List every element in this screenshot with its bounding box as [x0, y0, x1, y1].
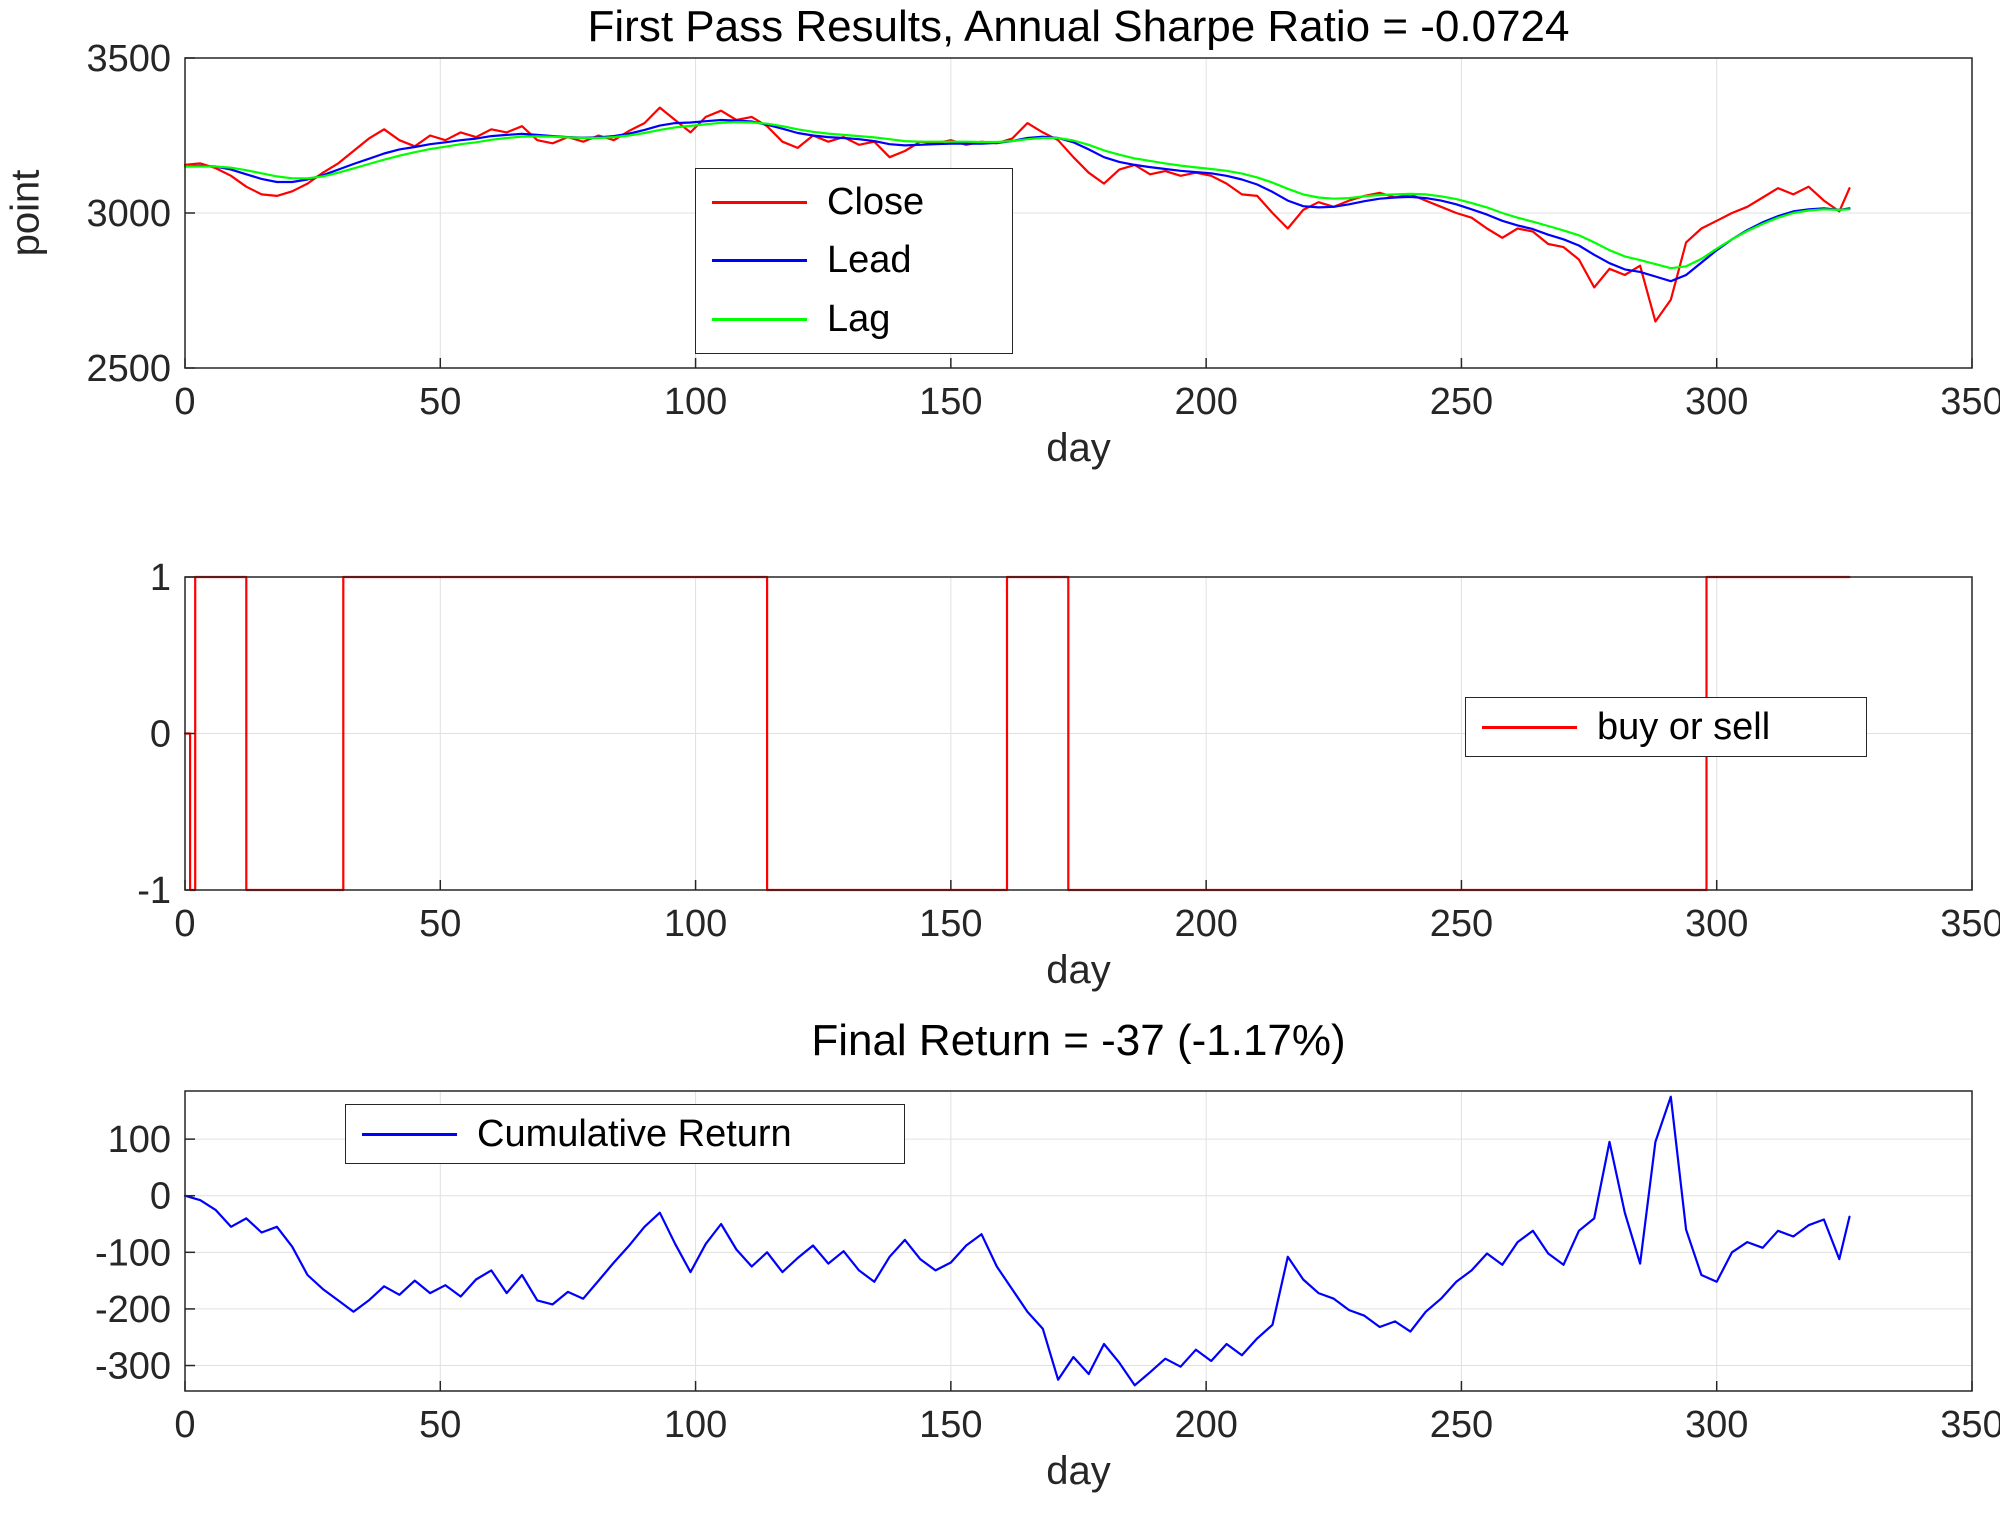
price-title: First Pass Results, Annual Sharpe Ratio … [587, 2, 1570, 51]
svg-text:0: 0 [174, 381, 195, 423]
lag-line-swatch [712, 318, 807, 322]
svg-text:0: 0 [150, 714, 171, 756]
svg-text:2500: 2500 [86, 348, 171, 390]
signal-xlabel: day [1046, 948, 1111, 992]
svg-text:350: 350 [1940, 381, 2000, 423]
legend-entry-lead: Lead [712, 239, 996, 282]
svg-text:0: 0 [150, 1176, 171, 1218]
svg-text:0: 0 [174, 903, 195, 945]
legend-entry-cumulative-return: Cumulative Return [362, 1113, 888, 1156]
price-plot-canvas: 0 50 100 150 200 250 300 350 2500 3000 3500 [86, 38, 2000, 423]
legend-label-cumulative-return: Cumulative Return [477, 1112, 792, 1155]
svg-text:100: 100 [664, 903, 727, 945]
legend-entry-close: Close [712, 181, 996, 224]
svg-text:100: 100 [664, 381, 727, 423]
svg-text:150: 150 [919, 1404, 982, 1446]
buy-or-sell-line-swatch [1482, 725, 1577, 729]
svg-text:250: 250 [1430, 1404, 1493, 1446]
subplot-signal: 0 50 100 150 200 250 300 350 -1 0 1 day buy or sel… [0, 500, 2000, 1000]
legend-label-lead: Lead [827, 239, 912, 282]
svg-text:100: 100 [108, 1119, 171, 1161]
svg-text:200: 200 [1174, 903, 1237, 945]
signal-plot-canvas: 0 50 100 150 200 250 300 350-101 [137, 557, 2000, 945]
svg-text:-300: -300 [95, 1346, 171, 1388]
cumulative-return-line-swatch [362, 1132, 457, 1136]
legend-label-lag: Lag [827, 298, 891, 341]
svg-text:50: 50 [419, 903, 461, 945]
price-legend: Close Lead Lag [695, 168, 1013, 354]
svg-text:150: 150 [919, 903, 982, 945]
close-line-swatch [712, 200, 807, 204]
svg-text:3500: 3500 [86, 38, 171, 80]
svg-text:50: 50 [419, 381, 461, 423]
svg-text:-100: -100 [95, 1232, 171, 1274]
svg-text:150: 150 [919, 381, 982, 423]
svg-text:300: 300 [1685, 1404, 1748, 1446]
svg-text:300: 300 [1685, 903, 1748, 945]
price-xlabel: day [1046, 426, 1111, 470]
legend-entry-buy-or-sell: buy or sell [1482, 706, 1850, 749]
lead-line-swatch [712, 259, 807, 263]
svg-text:50: 50 [419, 1404, 461, 1446]
subplot-cumret: Final Return = -37 (-1.17%) 0 50 100 150 200… [0, 1000, 2000, 1536]
subplot-price: First Pass Results, Annual Sharpe Ratio … [0, 0, 2000, 500]
svg-text:200: 200 [1174, 1404, 1237, 1446]
svg-text:3000: 3000 [86, 193, 171, 235]
cumret-legend: Cumulative Return [345, 1104, 905, 1164]
svg-text:1: 1 [150, 557, 171, 599]
svg-text:250: 250 [1430, 903, 1493, 945]
legend-entry-lag: Lag [712, 298, 996, 341]
signal-legend: buy or sell [1465, 697, 1867, 757]
cumret-title: Final Return = -37 (-1.17%) [811, 1016, 1346, 1065]
cumret-xlabel: day [1046, 1449, 1111, 1493]
svg-text:0: 0 [174, 1404, 195, 1446]
svg-text:300: 300 [1685, 381, 1748, 423]
svg-text:100: 100 [664, 1404, 727, 1446]
svg-text:350: 350 [1940, 1404, 2000, 1446]
svg-text:250: 250 [1430, 381, 1493, 423]
svg-text:350: 350 [1940, 903, 2000, 945]
svg-text:-1: -1 [137, 870, 171, 912]
svg-text:-200: -200 [95, 1289, 171, 1331]
legend-label-buy-or-sell: buy or sell [1597, 705, 1771, 748]
svg-text:200: 200 [1174, 381, 1237, 423]
legend-label-close: Close [827, 180, 925, 223]
